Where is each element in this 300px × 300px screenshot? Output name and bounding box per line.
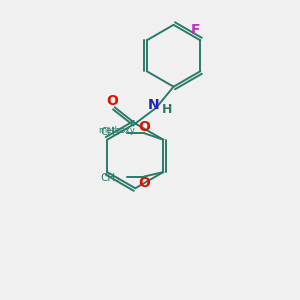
Text: F: F [191,23,201,37]
Text: H: H [162,103,172,116]
Text: N: N [148,98,159,112]
Text: methoxy: methoxy [98,126,135,135]
Text: O: O [138,176,150,190]
Text: O: O [138,120,150,134]
Text: CH₃: CH₃ [101,173,120,183]
Text: O: O [106,94,118,108]
Text: CH₃: CH₃ [101,127,120,137]
